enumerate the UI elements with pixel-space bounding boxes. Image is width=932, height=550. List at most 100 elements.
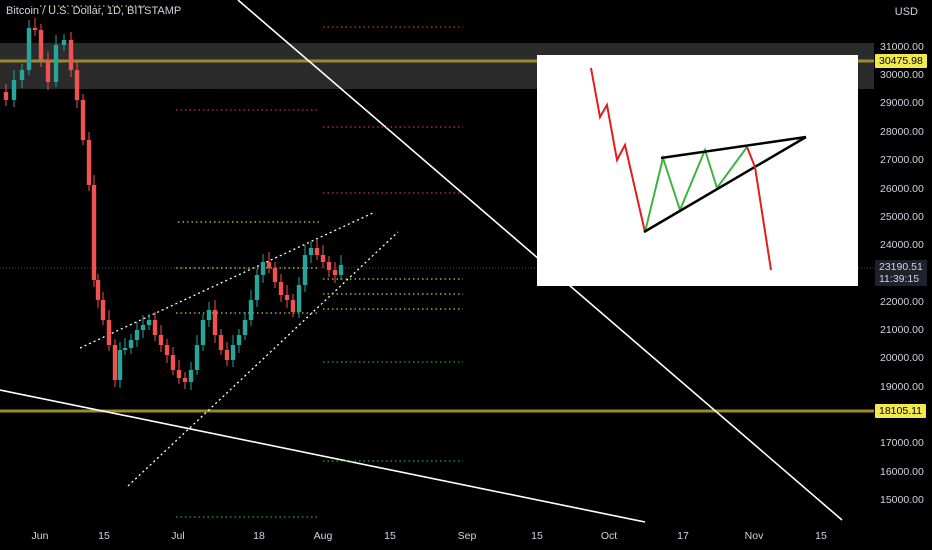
- candle-body: [3, 92, 9, 100]
- breakdown-line: [746, 146, 772, 271]
- chart-title: Bitcoin / U.S. Dollar, 1D, BITSTAMP: [6, 5, 182, 17]
- candle-body: [122, 348, 128, 350]
- candle-body: [224, 350, 230, 360]
- candle-body: [206, 310, 212, 320]
- candle-body: [106, 320, 112, 345]
- y-tick: 27000.00: [880, 154, 924, 166]
- candle-body: [254, 275, 260, 300]
- x-tick: 15: [531, 530, 543, 542]
- x-tick: 15: [98, 530, 110, 542]
- x-tick: 17: [677, 530, 689, 542]
- candle-body: [128, 340, 134, 348]
- y-tick: 24000.00: [880, 239, 924, 251]
- candle-body: [74, 70, 80, 100]
- wedge-zigzag-line: [644, 146, 748, 233]
- candle-body: [53, 45, 59, 82]
- candle-body: [188, 370, 194, 382]
- candle-body: [248, 300, 254, 320]
- x-tick: Jun: [31, 530, 49, 542]
- currency-label: USD: [894, 6, 918, 18]
- candle-body: [326, 262, 332, 270]
- y-tick: 25000.00: [880, 211, 924, 223]
- candle-body: [38, 30, 44, 60]
- candle-body: [296, 285, 302, 312]
- candle-body: [95, 280, 101, 300]
- candle-body: [338, 265, 344, 275]
- candle-body: [140, 325, 146, 330]
- x-tick: Aug: [313, 530, 333, 542]
- y-tick: 31000.00: [880, 41, 924, 53]
- candle-body: [182, 378, 188, 382]
- candle-body: [170, 355, 176, 370]
- y-tick: 26000.00: [880, 183, 924, 195]
- candle-body: [284, 295, 290, 300]
- candle-body: [272, 268, 278, 282]
- candle-body: [134, 330, 140, 340]
- candle-body: [314, 248, 320, 255]
- candle-body: [200, 320, 206, 345]
- y-tick: 21000.00: [880, 324, 924, 336]
- last-price-badge: 23190.51 11:39:15: [875, 260, 927, 286]
- resistance-price-badge: 30475.98: [875, 54, 927, 68]
- candle-body: [100, 300, 106, 320]
- wedge-bottom-line: [643, 135, 807, 234]
- dotted-levels: [40, 5, 463, 518]
- x-tick: 15: [384, 530, 396, 542]
- y-tick: 29000.00: [880, 97, 924, 109]
- candle-body: [26, 28, 32, 70]
- candle-body: [176, 370, 182, 378]
- candle-body: [86, 140, 92, 185]
- candle-body: [158, 335, 164, 345]
- candle-body: [194, 345, 200, 370]
- candle-body: [212, 310, 218, 335]
- candle-body: [266, 262, 272, 268]
- y-tick: 20000.00: [880, 352, 924, 364]
- candle-body: [19, 70, 25, 80]
- x-tick: Sep: [457, 530, 477, 542]
- candle-body: [112, 345, 118, 380]
- candle-body: [320, 255, 326, 262]
- y-tick: 16000.00: [880, 466, 924, 478]
- candle-body: [146, 320, 152, 325]
- x-tick: Oct: [600, 530, 618, 542]
- candle-body: [230, 345, 236, 360]
- bar-countdown: 11:39:15: [879, 273, 920, 285]
- prior-decline-line: [590, 67, 646, 233]
- candle-body: [61, 40, 67, 45]
- wedge-upper-line: [79, 211, 376, 349]
- candle-body: [11, 80, 17, 100]
- x-tick: Jul: [171, 530, 185, 542]
- candle-body: [117, 350, 123, 380]
- candle-body: [68, 40, 74, 70]
- candle-body: [236, 335, 242, 345]
- candle-body: [80, 100, 86, 140]
- candle-body: [91, 185, 97, 280]
- candle-body: [242, 320, 248, 335]
- y-tick: 22000.00: [880, 296, 924, 308]
- candle-body: [278, 282, 284, 295]
- x-tick: 18: [253, 530, 265, 542]
- candle-body: [332, 270, 338, 275]
- wedge-lower-line: [127, 231, 399, 487]
- last-price: 23190.51: [879, 261, 923, 273]
- candle-body: [260, 262, 266, 275]
- y-tick: 28000.00: [880, 126, 924, 138]
- candle-body: [45, 60, 51, 82]
- candle-body: [32, 28, 38, 30]
- y-tick: 30000.00: [880, 69, 924, 81]
- lower-trend-line: [0, 389, 646, 523]
- candle-body: [302, 255, 308, 285]
- candle-body: [218, 335, 224, 350]
- candle-body: [152, 320, 158, 335]
- y-tick: 15000.00: [880, 494, 924, 506]
- candle-body: [308, 248, 314, 255]
- x-tick: Nov: [744, 530, 764, 542]
- wedge-top-line: [660, 135, 807, 160]
- candle-body: [164, 345, 170, 355]
- y-tick: 17000.00: [880, 437, 924, 449]
- x-tick: 15: [815, 530, 827, 542]
- candle-body: [290, 300, 296, 312]
- y-tick: 19000.00: [880, 381, 924, 393]
- rising-wedge-illustration: [537, 55, 858, 286]
- candlestick-series: [3, 18, 344, 390]
